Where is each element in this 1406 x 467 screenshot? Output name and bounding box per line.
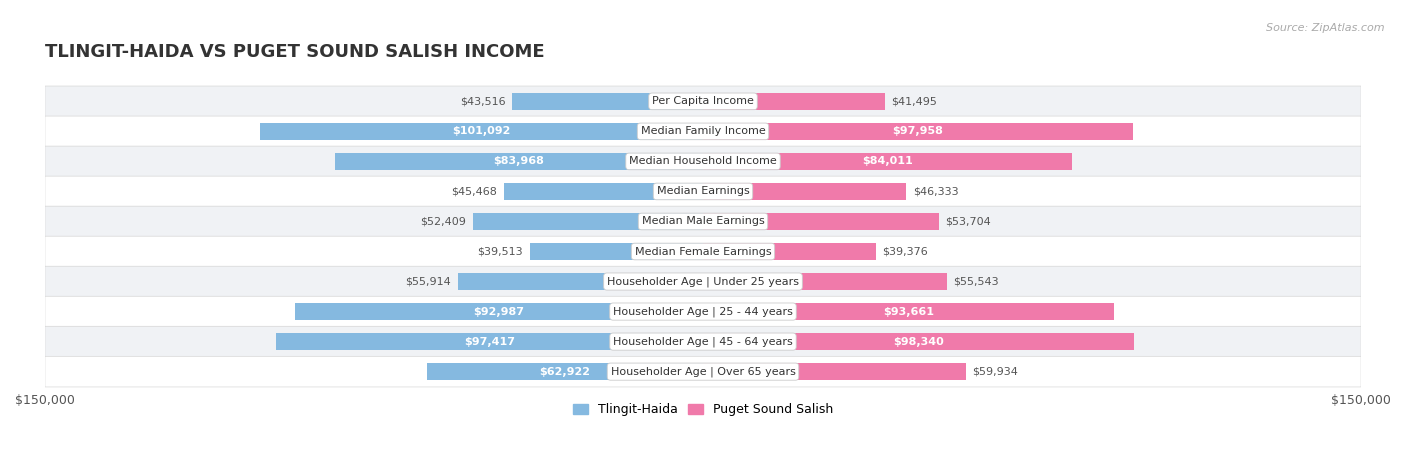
Text: $39,513: $39,513: [478, 247, 523, 256]
Text: $52,409: $52,409: [420, 217, 467, 226]
Bar: [458, 273, 703, 290]
Text: Householder Age | Over 65 years: Householder Age | Over 65 years: [610, 367, 796, 377]
Text: Householder Age | Under 25 years: Householder Age | Under 25 years: [607, 276, 799, 287]
Text: Median Male Earnings: Median Male Earnings: [641, 217, 765, 226]
Bar: [472, 213, 703, 230]
FancyBboxPatch shape: [45, 176, 1361, 207]
Text: $83,968: $83,968: [494, 156, 544, 166]
Text: $43,516: $43,516: [460, 96, 506, 106]
Text: Source: ZipAtlas.com: Source: ZipAtlas.com: [1267, 23, 1385, 33]
Bar: [335, 153, 703, 170]
Text: $53,704: $53,704: [945, 217, 991, 226]
Text: $46,333: $46,333: [912, 186, 959, 197]
Text: $55,543: $55,543: [953, 276, 998, 287]
Bar: [703, 153, 1071, 170]
Bar: [703, 213, 939, 230]
Text: Median Household Income: Median Household Income: [628, 156, 778, 166]
Text: $39,376: $39,376: [883, 247, 928, 256]
Text: $59,934: $59,934: [973, 367, 1018, 377]
Text: $101,092: $101,092: [453, 127, 510, 136]
Bar: [703, 92, 884, 110]
Bar: [703, 333, 1135, 350]
Bar: [703, 183, 907, 200]
Bar: [530, 243, 703, 260]
Bar: [703, 303, 1114, 320]
Bar: [503, 183, 703, 200]
Text: $92,987: $92,987: [474, 306, 524, 317]
Bar: [703, 243, 876, 260]
FancyBboxPatch shape: [45, 326, 1361, 357]
Text: $41,495: $41,495: [891, 96, 938, 106]
FancyBboxPatch shape: [45, 356, 1361, 387]
FancyBboxPatch shape: [45, 266, 1361, 297]
Text: Householder Age | 25 - 44 years: Householder Age | 25 - 44 years: [613, 306, 793, 317]
Text: $62,922: $62,922: [540, 367, 591, 377]
Text: Median Female Earnings: Median Female Earnings: [634, 247, 772, 256]
Text: $97,417: $97,417: [464, 337, 515, 347]
FancyBboxPatch shape: [45, 296, 1361, 327]
Text: Householder Age | 45 - 64 years: Householder Age | 45 - 64 years: [613, 336, 793, 347]
Text: TLINGIT-HAIDA VS PUGET SOUND SALISH INCOME: TLINGIT-HAIDA VS PUGET SOUND SALISH INCO…: [45, 43, 544, 61]
Text: $55,914: $55,914: [405, 276, 451, 287]
Bar: [260, 123, 703, 140]
Bar: [703, 123, 1133, 140]
Bar: [512, 92, 703, 110]
FancyBboxPatch shape: [45, 236, 1361, 267]
Text: $98,340: $98,340: [893, 337, 943, 347]
Bar: [703, 363, 966, 380]
Text: $93,661: $93,661: [883, 306, 934, 317]
Legend: Tlingit-Haida, Puget Sound Salish: Tlingit-Haida, Puget Sound Salish: [568, 398, 838, 421]
Text: Median Earnings: Median Earnings: [657, 186, 749, 197]
FancyBboxPatch shape: [45, 86, 1361, 117]
Bar: [276, 333, 703, 350]
Bar: [703, 273, 946, 290]
Bar: [427, 363, 703, 380]
Text: $45,468: $45,468: [451, 186, 496, 197]
Text: $97,958: $97,958: [893, 127, 943, 136]
Text: $84,011: $84,011: [862, 156, 912, 166]
FancyBboxPatch shape: [45, 206, 1361, 237]
Text: Median Family Income: Median Family Income: [641, 127, 765, 136]
Text: Per Capita Income: Per Capita Income: [652, 96, 754, 106]
FancyBboxPatch shape: [45, 116, 1361, 147]
FancyBboxPatch shape: [45, 146, 1361, 177]
Bar: [295, 303, 703, 320]
